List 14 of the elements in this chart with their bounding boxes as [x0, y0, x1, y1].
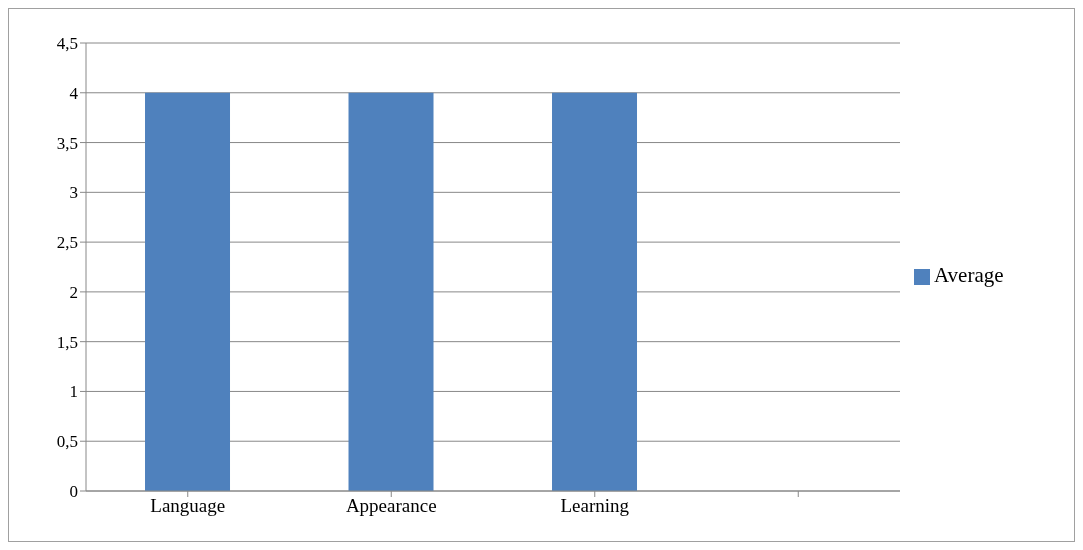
x-tick-label: Language	[150, 495, 226, 517]
x-tick-label: Appearance	[345, 495, 437, 517]
y-tick-label: 1,5	[56, 332, 78, 352]
y-tick-label: 4	[69, 83, 79, 103]
legend-label: Average	[934, 262, 1004, 287]
y-tick-label: 3,5	[56, 133, 78, 153]
y-tick-label: 1	[69, 382, 78, 402]
y-tick-label: 2	[69, 282, 78, 302]
x-tick-label: Learning	[560, 495, 630, 517]
y-tick-label: 4,5	[56, 34, 78, 54]
y-tick-label: 0	[69, 482, 78, 502]
y-tick-label: 3	[69, 183, 78, 203]
y-tick-label: 2,5	[56, 233, 78, 253]
y-tick-label: 0,5	[56, 432, 78, 452]
